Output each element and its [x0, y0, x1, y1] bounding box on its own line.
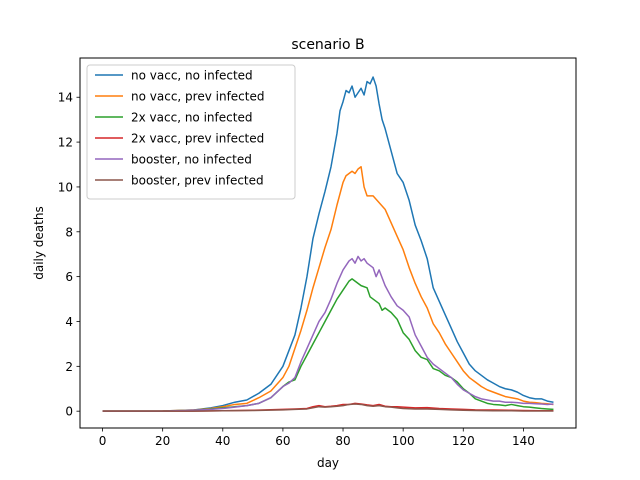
x-axis-label: day: [317, 456, 339, 470]
x-tick-label: 40: [215, 434, 230, 448]
chart-title: scenario B: [291, 37, 364, 53]
y-axis-ticks: 0 2 4 6 8 10 12 14: [58, 91, 80, 419]
series-line-4: [102, 255, 554, 412]
legend-box: [86, 64, 296, 200]
plot-frame: [79, 57, 577, 429]
y-tick-label: 10: [58, 180, 73, 194]
legend-label-5: booster, prev infected: [131, 174, 264, 188]
y-tick-label: 12: [58, 136, 73, 150]
x-tick-label: 140: [512, 434, 535, 448]
x-tick-label: 80: [335, 434, 350, 448]
y-tick-label: 14: [58, 91, 73, 105]
x-tick-label: 100: [392, 434, 415, 448]
series-line-1: [102, 166, 554, 412]
x-tick-label: 120: [452, 434, 475, 448]
series-line-5: [102, 403, 554, 412]
x-tick-label: 20: [155, 434, 170, 448]
legend: no vacc, no infected no vacc, prev infect…: [86, 64, 296, 200]
x-tick-label: 0: [99, 434, 107, 448]
series-line-0: [102, 76, 554, 412]
y-tick-label: 2: [65, 360, 73, 374]
series-layer: [102, 76, 554, 412]
y-tick-label: 4: [65, 315, 73, 329]
legend-label-0: no vacc, no infected: [131, 69, 253, 83]
y-tick-label: 0: [65, 405, 73, 419]
x-axis-ticks: 0 20 40 60 80 100 120 140: [99, 428, 535, 448]
y-tick-label: 8: [65, 225, 73, 239]
legend-label-3: 2x vacc, prev infected: [131, 132, 264, 146]
y-axis-label: daily deaths: [32, 206, 46, 279]
legend-label-4: booster, no infected: [131, 153, 252, 167]
legend-label-2: 2x vacc, no infected: [131, 111, 252, 125]
y-tick-label: 6: [65, 270, 73, 284]
x-tick-label: 60: [275, 434, 290, 448]
legend-label-1: no vacc, prev infected: [131, 90, 264, 104]
